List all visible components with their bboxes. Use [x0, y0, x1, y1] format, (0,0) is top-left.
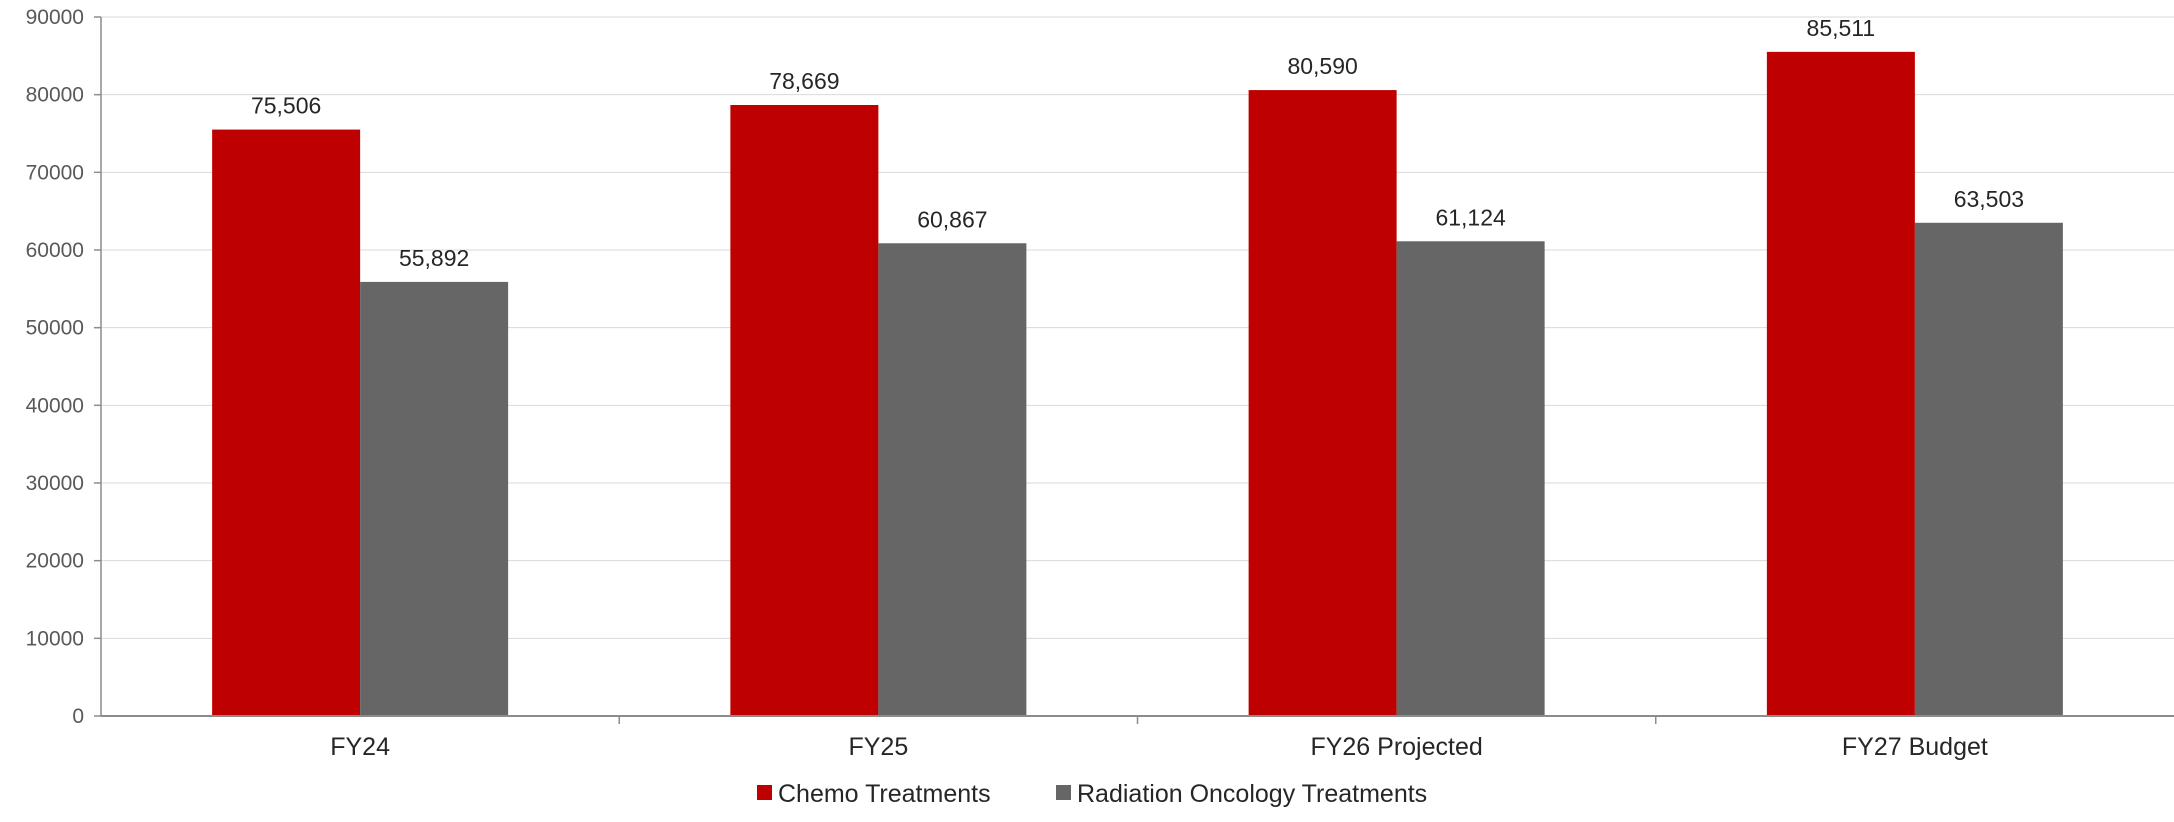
bar-radiation-1	[878, 243, 1027, 716]
y-tick-label: 50000	[26, 317, 84, 340]
legend-label: Radiation Oncology Treatments	[1077, 780, 1427, 808]
data-label: 61,124	[1435, 204, 1506, 230]
axes: 0 10000 20000 30000 40000 50000 60000 70000 8000…	[26, 6, 2174, 761]
y-tick-label: 20000	[26, 550, 84, 573]
y-tick-label: 90000	[26, 6, 84, 29]
legend-label: Chemo Treatments	[778, 780, 991, 808]
bar-chemo-0	[212, 129, 361, 716]
bar-radiation-2	[1396, 241, 1545, 716]
x-category-label: FY25	[848, 733, 908, 761]
y-tick-label: 60000	[26, 239, 84, 262]
y-tick-label: 0	[72, 705, 84, 728]
data-labels: 75,506 55,892 78,669 60,867 80,590 61,124 85,5…	[251, 15, 2024, 271]
legend: Chemo Treatments Radiation Oncology Treat…	[757, 780, 1427, 808]
bar-chemo-3	[1766, 51, 1915, 717]
data-label: 80,590	[1287, 53, 1357, 79]
data-label: 85,511	[1807, 15, 1876, 41]
x-category-label: FY24	[330, 733, 390, 761]
x-category-label: FY27 Budget	[1842, 733, 1988, 761]
data-label: 75,506	[251, 93, 321, 119]
x-category-label: FY26 Projected	[1310, 733, 1482, 761]
data-label: 63,503	[1954, 186, 2024, 212]
y-tick-label: 70000	[26, 161, 84, 184]
bar-radiation-0	[360, 281, 509, 716]
y-tick-label: 10000	[26, 627, 84, 650]
bars	[212, 51, 2063, 717]
data-label: 78,669	[769, 68, 839, 94]
data-label: 55,892	[399, 245, 469, 271]
data-label: 60,867	[917, 206, 987, 232]
y-tick-label: 30000	[26, 472, 84, 495]
legend-swatch	[1056, 785, 1071, 800]
bar-chemo-1	[730, 105, 879, 717]
legend-swatch	[757, 785, 772, 800]
bar-radiation-3	[1914, 222, 2063, 716]
y-tick-label: 80000	[26, 84, 84, 107]
y-tick-label: 40000	[26, 394, 84, 417]
bar-chemo-2	[1248, 90, 1397, 716]
